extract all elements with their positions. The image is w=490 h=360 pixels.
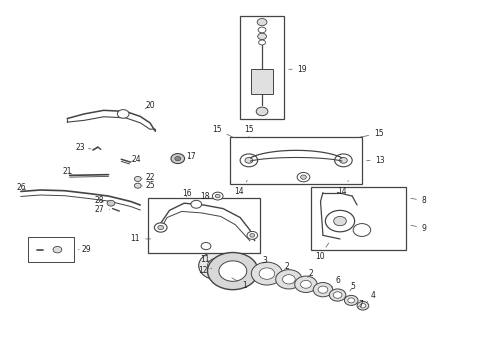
- Text: 14: 14: [338, 181, 348, 196]
- Text: 1: 1: [232, 278, 247, 290]
- Circle shape: [215, 194, 220, 198]
- Circle shape: [300, 175, 306, 179]
- Circle shape: [207, 252, 258, 290]
- Circle shape: [294, 276, 317, 293]
- Circle shape: [199, 251, 238, 280]
- Circle shape: [53, 247, 62, 253]
- Circle shape: [340, 157, 347, 163]
- Text: 16: 16: [182, 189, 192, 198]
- Circle shape: [191, 201, 202, 208]
- Text: 5: 5: [350, 282, 356, 291]
- Circle shape: [207, 258, 229, 274]
- Text: 17: 17: [187, 152, 196, 161]
- Circle shape: [259, 40, 266, 45]
- Circle shape: [134, 183, 141, 188]
- Circle shape: [283, 275, 295, 284]
- Text: 19: 19: [289, 65, 307, 74]
- Circle shape: [329, 289, 346, 301]
- Text: 25: 25: [142, 181, 155, 190]
- Circle shape: [259, 268, 275, 279]
- Text: 2: 2: [284, 262, 289, 271]
- Text: 15: 15: [244, 125, 254, 138]
- Circle shape: [333, 292, 342, 298]
- Circle shape: [360, 303, 366, 308]
- Circle shape: [250, 234, 255, 237]
- Text: 8: 8: [411, 196, 427, 205]
- Bar: [251, 69, 273, 94]
- Circle shape: [276, 270, 302, 289]
- Text: 29: 29: [78, 245, 92, 254]
- Bar: [230, 137, 362, 184]
- Circle shape: [219, 261, 247, 281]
- Circle shape: [154, 223, 167, 232]
- Circle shape: [334, 216, 346, 226]
- Circle shape: [201, 243, 211, 249]
- Bar: [147, 198, 260, 253]
- Text: 13: 13: [367, 156, 385, 165]
- Circle shape: [251, 262, 283, 285]
- Bar: [240, 16, 284, 119]
- Circle shape: [318, 286, 328, 293]
- Circle shape: [258, 27, 266, 33]
- Text: 4: 4: [367, 291, 375, 302]
- Text: 11: 11: [200, 255, 210, 264]
- Circle shape: [117, 110, 129, 118]
- Text: 9: 9: [411, 224, 427, 233]
- Circle shape: [258, 33, 267, 40]
- Circle shape: [134, 176, 141, 181]
- Circle shape: [344, 296, 358, 305]
- Bar: [28, 237, 74, 262]
- Circle shape: [247, 231, 258, 239]
- Circle shape: [357, 301, 369, 310]
- Text: 22: 22: [142, 173, 155, 182]
- Text: 24: 24: [131, 156, 141, 165]
- Text: 18: 18: [200, 192, 210, 201]
- Text: 6: 6: [332, 276, 340, 287]
- Text: 7: 7: [358, 300, 364, 309]
- Circle shape: [175, 157, 181, 161]
- Circle shape: [348, 298, 355, 303]
- Circle shape: [353, 224, 371, 237]
- Circle shape: [158, 225, 164, 230]
- Text: 14: 14: [234, 180, 247, 196]
- Text: 27: 27: [94, 205, 110, 214]
- Circle shape: [240, 154, 258, 167]
- Circle shape: [107, 201, 115, 206]
- Circle shape: [245, 157, 253, 163]
- Text: 11: 11: [131, 234, 150, 243]
- Circle shape: [257, 18, 267, 26]
- Circle shape: [256, 107, 268, 116]
- Circle shape: [325, 210, 355, 232]
- Text: 23: 23: [76, 143, 91, 152]
- Text: 10: 10: [315, 243, 329, 261]
- Text: 12: 12: [198, 266, 212, 275]
- Circle shape: [206, 249, 245, 278]
- Circle shape: [212, 192, 223, 200]
- Text: 2: 2: [308, 269, 313, 278]
- Text: 20: 20: [145, 101, 155, 110]
- Circle shape: [171, 154, 185, 163]
- Text: 28: 28: [94, 196, 103, 205]
- Circle shape: [335, 154, 352, 167]
- Text: 15: 15: [359, 129, 384, 138]
- Text: 3: 3: [262, 256, 267, 265]
- Bar: [311, 187, 406, 249]
- Text: 26: 26: [16, 183, 25, 192]
- Text: 21: 21: [62, 167, 72, 176]
- Circle shape: [300, 280, 311, 288]
- Circle shape: [313, 283, 333, 297]
- Text: 15: 15: [212, 125, 234, 138]
- Circle shape: [297, 172, 310, 182]
